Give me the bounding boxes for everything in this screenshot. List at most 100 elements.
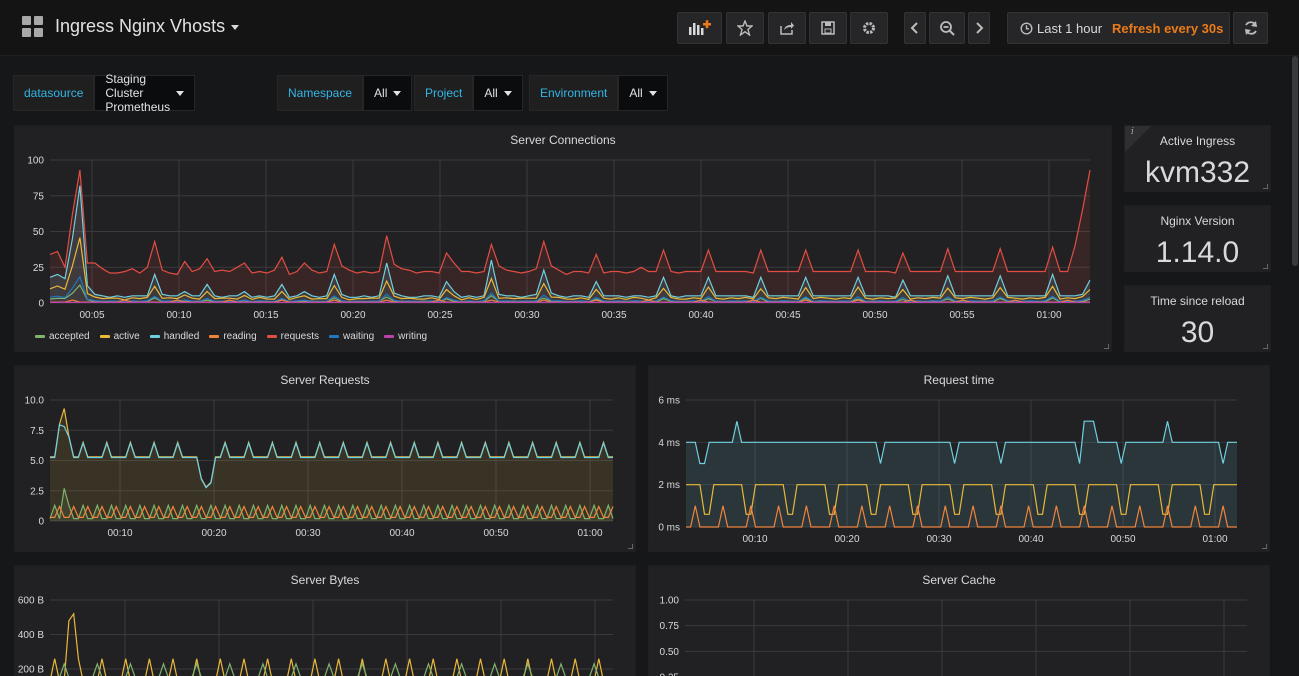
- variable-select-datasource[interactable]: Staging Cluster Prometheus: [94, 72, 196, 114]
- variable-label: Namespace: [277, 75, 364, 111]
- legend-item[interactable]: waiting: [329, 331, 374, 342]
- add-panel-icon: [688, 20, 711, 35]
- requests-series-line: [49, 169, 1091, 276]
- panel-resize-handle[interactable]: [1104, 344, 1109, 349]
- chart-legend: accepted active handled reading requests…: [35, 331, 437, 342]
- top-navbar: Ingress Nginx Vhosts Last 1 hour Refresh…: [0, 0, 1299, 56]
- legend-swatch: [99, 335, 110, 338]
- y-tick-label: 400 B: [18, 630, 44, 641]
- legend-swatch: [329, 335, 340, 338]
- panel-info-corner[interactable]: [1125, 126, 1151, 152]
- legend-swatch: [149, 335, 160, 338]
- variable-namespace: Namespace All: [277, 75, 413, 111]
- request-time-primary-series-line: [686, 420, 1237, 465]
- request-time-primary-series-area: [686, 421, 1237, 527]
- variable-label: Project: [414, 75, 474, 111]
- time-range-picker[interactable]: Last 1 hour Refresh every 30s: [1007, 12, 1230, 44]
- legend-item[interactable]: accepted: [35, 331, 90, 342]
- x-tick-label: 00:45: [775, 310, 800, 321]
- bytes-secondary-line: [59, 661, 599, 676]
- x-tick-label: 00:30: [295, 528, 320, 539]
- legend-item[interactable]: active: [99, 331, 140, 342]
- caret-down-icon: [648, 90, 657, 96]
- y-tick-label: 200 B: [18, 665, 44, 676]
- legend-label: waiting: [343, 331, 375, 342]
- time-shift-back-button[interactable]: [904, 12, 926, 44]
- panel-title: Server Connections: [510, 133, 616, 147]
- panel-server-requests[interactable]: Server Requests 0 2.5 5.0 7.5 10.0 00:10 00:20…: [14, 365, 636, 552]
- x-tick-label: 00:20: [834, 534, 859, 545]
- add-panel-button[interactable]: [677, 12, 722, 44]
- y-tick-label: 0: [38, 299, 44, 310]
- request-time-low-series-line: [686, 505, 1237, 528]
- x-tick-label: 01:00: [1036, 310, 1061, 321]
- legend-swatch: [35, 335, 45, 338]
- x-tick-label: 01:00: [1202, 534, 1227, 545]
- stat-value: kvm332: [1144, 156, 1251, 189]
- requests-primary-series-line: [50, 408, 613, 489]
- dashboard-title-picker[interactable]: Ingress Nginx Vhosts: [55, 16, 240, 37]
- variable-value: Staging Cluster Prometheus: [105, 72, 171, 114]
- zoom-out-button[interactable]: [929, 12, 965, 44]
- legend-item[interactable]: handled: [149, 331, 199, 342]
- panel-resize-handle[interactable]: [1263, 184, 1268, 189]
- save-dashboard-button[interactable]: [809, 12, 847, 44]
- legend-item[interactable]: reading: [209, 331, 257, 342]
- legend-swatch: [209, 335, 220, 338]
- legend-label: requests: [280, 331, 320, 342]
- settings-button[interactable]: [850, 12, 888, 44]
- legend-item[interactable]: writing: [384, 331, 427, 342]
- y-tick-label: 4 ms: [658, 438, 680, 449]
- panel-server-cache[interactable]: Server Cache 0.25 0.50 0.75 1.00: [648, 565, 1270, 676]
- x-tick-label: 00:35: [601, 310, 626, 321]
- star-dashboard-button[interactable]: [726, 12, 764, 44]
- panel-resize-handle[interactable]: [1263, 264, 1268, 269]
- legend-item[interactable]: requests: [266, 331, 320, 342]
- x-tick-label: 00:25: [427, 310, 452, 321]
- page-scrollbar-thumb[interactable]: [1292, 56, 1298, 266]
- legend-label: active: [113, 331, 140, 342]
- variable-select-environment[interactable]: All: [618, 75, 668, 111]
- x-tick-label: 00:20: [340, 310, 365, 321]
- x-tick-label: 00:50: [1110, 534, 1135, 545]
- y-tick-label: 600 B: [18, 596, 44, 607]
- panel-time-since-reload[interactable]: Time since reload 30: [1124, 285, 1271, 352]
- requests-series-area: [50, 170, 1090, 303]
- y-tick-label: 50: [33, 227, 45, 238]
- legend-label: reading: [223, 331, 257, 342]
- legend-label: accepted: [49, 331, 90, 342]
- panel-nginx-version[interactable]: Nginx Version 1.14.0: [1124, 205, 1271, 272]
- variable-select-namespace[interactable]: All: [363, 75, 413, 111]
- panel-resize-handle[interactable]: [1263, 344, 1268, 349]
- share-icon: [780, 22, 794, 35]
- panel-server-connections[interactable]: Server Connections 0 25 50 75 100 00:05 00:10 0…: [14, 125, 1112, 352]
- y-tick-label: 0.25: [660, 673, 680, 676]
- x-tick-label: 00:05: [79, 310, 104, 321]
- variable-value: All: [374, 86, 388, 100]
- panel-resize-handle[interactable]: [628, 544, 633, 549]
- caret-down-icon: [393, 90, 402, 96]
- chevron-down-icon: [231, 24, 240, 30]
- panel-resize-handle[interactable]: [1262, 544, 1267, 549]
- panel-active-ingress[interactable]: i Active Ingress kvm332: [1124, 125, 1271, 192]
- time-shift-forward-button[interactable]: [968, 12, 990, 44]
- panel-request-time[interactable]: Request time 0 ms 2 ms 4 ms 6 ms 00:10 00:20 0…: [648, 365, 1270, 552]
- variable-value: All: [484, 86, 498, 100]
- x-tick-label: 00:15: [253, 310, 278, 321]
- y-tick-label: 25: [33, 263, 45, 274]
- page-scrollbar-track[interactable]: [1291, 56, 1299, 676]
- variable-project: Project All: [414, 75, 523, 111]
- variable-select-project[interactable]: All: [473, 75, 523, 111]
- dashboard-grid-icon[interactable]: [22, 16, 44, 38]
- refresh-button[interactable]: [1233, 12, 1268, 44]
- y-tick-label: 0.75: [660, 621, 680, 632]
- caret-down-icon: [176, 90, 185, 96]
- stat-title: Active Ingress: [1159, 134, 1236, 148]
- gear-icon: [863, 22, 875, 34]
- share-dashboard-button[interactable]: [768, 12, 806, 44]
- x-tick-label: 00:10: [107, 528, 132, 539]
- panel-title: Server Bytes: [290, 573, 360, 587]
- panel-title: Server Cache: [922, 573, 996, 587]
- panel-server-bytes[interactable]: Server Bytes 200 B 400 B 600 B: [14, 565, 636, 676]
- x-tick-label: 00:30: [514, 310, 539, 321]
